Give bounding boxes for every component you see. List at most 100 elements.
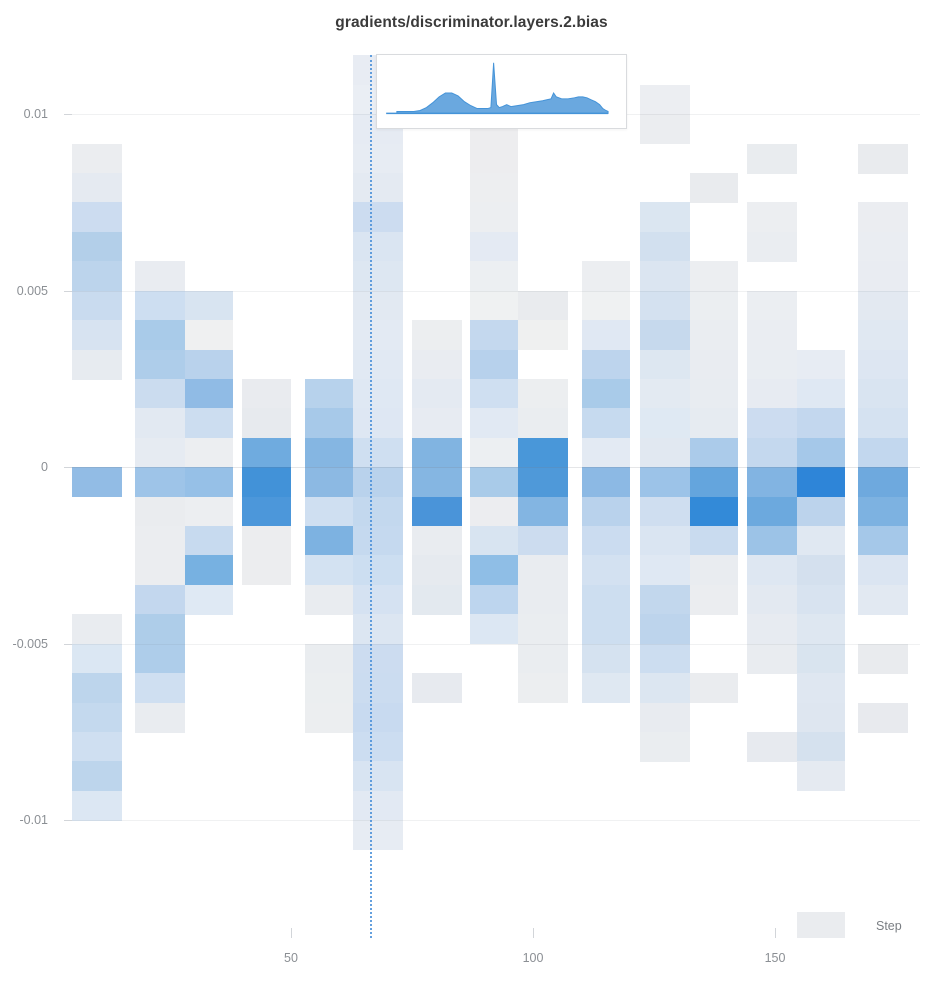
histogram-cell[interactable] — [242, 526, 291, 557]
histogram-cell[interactable] — [797, 731, 845, 762]
histogram-cell[interactable] — [518, 378, 568, 409]
histogram-cell[interactable] — [797, 584, 845, 615]
histogram-cell[interactable] — [797, 526, 845, 557]
histogram-cell[interactable] — [747, 290, 797, 321]
histogram-cell[interactable] — [353, 202, 403, 233]
histogram-cell[interactable] — [640, 467, 690, 498]
histogram-cell[interactable] — [353, 614, 403, 645]
histogram-cell[interactable] — [518, 437, 568, 468]
histogram-cell[interactable] — [72, 172, 122, 203]
histogram-cell[interactable] — [747, 408, 797, 439]
histogram-cell[interactable] — [305, 526, 353, 557]
histogram-cell[interactable] — [242, 437, 291, 468]
histogram-cell[interactable] — [518, 408, 568, 439]
histogram-cell[interactable] — [185, 467, 233, 498]
histogram-cell[interactable] — [242, 408, 291, 439]
histogram-cell[interactable] — [305, 378, 353, 409]
histogram-cell[interactable] — [690, 349, 738, 380]
histogram-cell[interactable] — [582, 320, 630, 351]
histogram-cell[interactable] — [353, 231, 403, 262]
histogram-cell[interactable] — [747, 643, 797, 674]
histogram-cell[interactable] — [858, 202, 908, 233]
histogram-cell[interactable] — [858, 231, 908, 262]
histogram-cell[interactable] — [353, 731, 403, 762]
histogram-cell[interactable] — [72, 702, 122, 733]
histogram-cell[interactable] — [797, 643, 845, 674]
histogram-cell[interactable] — [582, 673, 630, 704]
histogram-cell[interactable] — [72, 202, 122, 233]
histogram-cell[interactable] — [858, 290, 908, 321]
histogram-cell[interactable] — [412, 584, 462, 615]
histogram-cell[interactable] — [518, 614, 568, 645]
histogram-cell[interactable] — [135, 437, 185, 468]
histogram-cell[interactable] — [72, 261, 122, 292]
histogram-cell[interactable] — [353, 143, 403, 174]
histogram-cell[interactable] — [470, 349, 518, 380]
histogram-cell[interactable] — [797, 555, 845, 586]
histogram-cell[interactable] — [747, 555, 797, 586]
histogram-cell[interactable] — [470, 526, 518, 557]
histogram-cell[interactable] — [518, 555, 568, 586]
histogram-cell[interactable] — [185, 378, 233, 409]
histogram-cell[interactable] — [470, 614, 518, 645]
histogram-cell[interactable] — [72, 349, 122, 380]
histogram-cell[interactable] — [135, 408, 185, 439]
histogram-cell[interactable] — [353, 320, 403, 351]
histogram-cell[interactable] — [640, 349, 690, 380]
histogram-cell[interactable] — [353, 408, 403, 439]
histogram-cell[interactable] — [412, 320, 462, 351]
histogram-cell[interactable] — [640, 614, 690, 645]
histogram-cell[interactable] — [582, 437, 630, 468]
histogram-cell[interactable] — [518, 584, 568, 615]
histogram-cell[interactable] — [858, 378, 908, 409]
histogram-cell[interactable] — [412, 467, 462, 498]
histogram-cell[interactable] — [353, 820, 403, 851]
histogram-cell[interactable] — [582, 614, 630, 645]
histogram-cell[interactable] — [305, 408, 353, 439]
histogram-cell[interactable] — [582, 290, 630, 321]
histogram-cell[interactable] — [640, 496, 690, 527]
histogram-cell[interactable] — [690, 467, 738, 498]
histogram-cell[interactable] — [747, 614, 797, 645]
histogram-cell[interactable] — [858, 408, 908, 439]
histogram-cell[interactable] — [470, 584, 518, 615]
histogram-cell[interactable] — [135, 702, 185, 733]
histogram-cell[interactable] — [582, 584, 630, 615]
histogram-cell[interactable] — [690, 673, 738, 704]
histogram-cell[interactable] — [797, 349, 845, 380]
histogram-cell[interactable] — [353, 172, 403, 203]
histogram-cell[interactable] — [690, 526, 738, 557]
histogram-cell[interactable] — [305, 496, 353, 527]
histogram-cell[interactable] — [690, 378, 738, 409]
histogram-cell[interactable] — [582, 378, 630, 409]
histogram-cell[interactable] — [185, 555, 233, 586]
histogram-cell[interactable] — [747, 202, 797, 233]
histogram-cell[interactable] — [412, 378, 462, 409]
histogram-cell[interactable] — [470, 408, 518, 439]
histogram-cell[interactable] — [72, 290, 122, 321]
histogram-cell[interactable] — [412, 408, 462, 439]
histogram-cell[interactable] — [412, 349, 462, 380]
histogram-cell[interactable] — [72, 761, 122, 792]
histogram-cell[interactable] — [858, 702, 908, 733]
histogram-cell[interactable] — [797, 496, 845, 527]
histogram-cell[interactable] — [582, 467, 630, 498]
histogram-cell[interactable] — [690, 172, 738, 203]
histogram-cell[interactable] — [797, 467, 845, 498]
histogram-cell[interactable] — [640, 320, 690, 351]
histogram-cell[interactable] — [797, 408, 845, 439]
histogram-cell[interactable] — [858, 437, 908, 468]
histogram-cell[interactable] — [305, 584, 353, 615]
histogram-cell[interactable] — [858, 261, 908, 292]
histogram-cell[interactable] — [582, 555, 630, 586]
histogram-cell[interactable] — [185, 437, 233, 468]
histogram-cell[interactable] — [242, 555, 291, 586]
histogram-cell[interactable] — [353, 526, 403, 557]
histogram-cell[interactable] — [640, 555, 690, 586]
histogram-cell[interactable] — [797, 761, 845, 792]
histogram-cell[interactable] — [353, 643, 403, 674]
histogram-cell[interactable] — [72, 673, 122, 704]
histogram-cell[interactable] — [747, 496, 797, 527]
histogram-cell[interactable] — [858, 496, 908, 527]
histogram-cell[interactable] — [747, 731, 797, 762]
